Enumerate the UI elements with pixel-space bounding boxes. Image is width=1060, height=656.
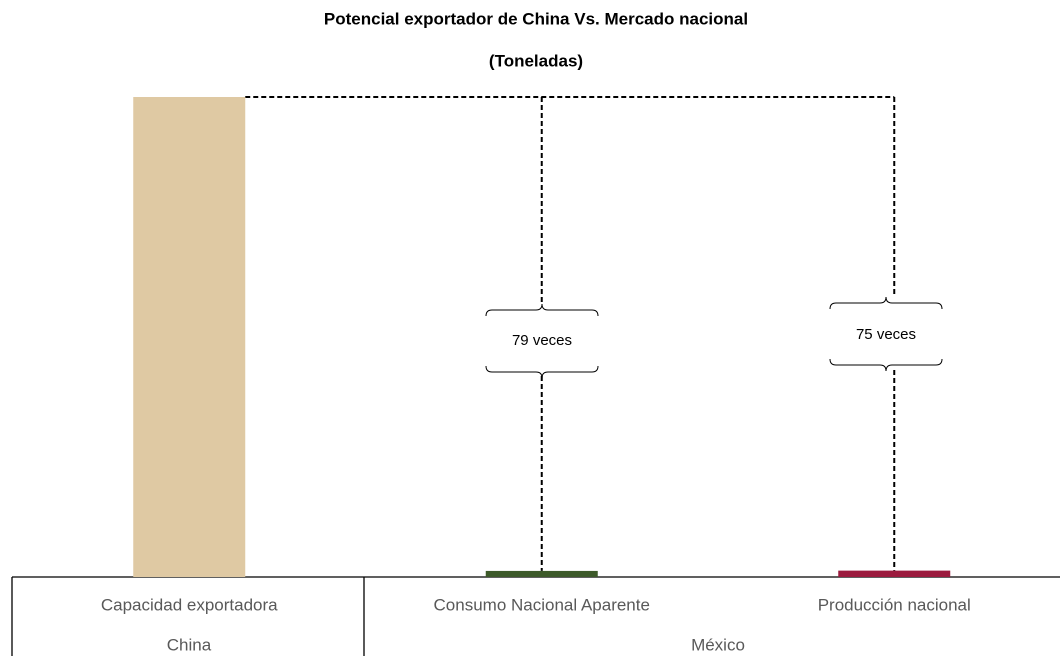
x-tick-label: Consumo Nacional Aparente (434, 595, 650, 614)
chart-title: Potencial exportador de China Vs. Mercad… (324, 9, 748, 28)
bar (838, 570, 951, 577)
group-label: México (691, 635, 745, 654)
brace (829, 358, 943, 372)
bar (485, 570, 598, 577)
brace (485, 303, 599, 317)
brace (829, 296, 943, 310)
chart-subtitle: (Toneladas) (489, 51, 583, 70)
annotation: 79 veces (512, 332, 572, 349)
x-tick-label: Capacidad exportadora (101, 595, 278, 614)
annotation: 75 veces (856, 326, 916, 343)
group-label: China (167, 635, 212, 654)
bar (133, 97, 246, 577)
x-tick-label: Producción nacional (818, 595, 971, 614)
